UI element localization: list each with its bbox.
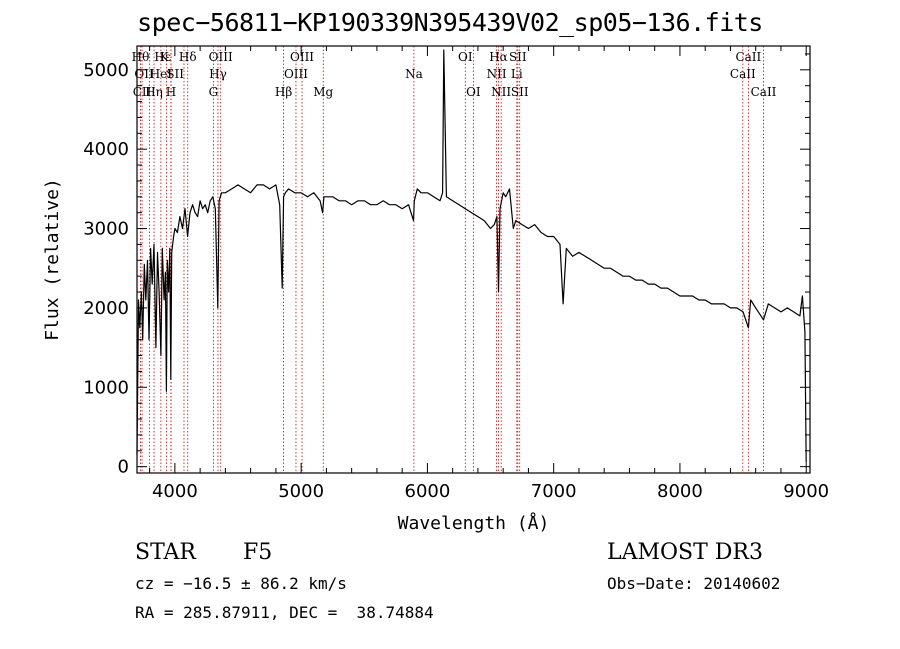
object-class: STAR [135, 540, 196, 565]
axis-ticks-group: 4000 5000 6000 7000 8000 9000 0 1000 2000 3000 400… [83, 46, 829, 502]
marker-label-12: H [166, 85, 176, 99]
marker-label-14: OIII [284, 67, 308, 81]
plot-frame [136, 45, 811, 474]
marker-label-16: Mg [313, 85, 333, 99]
chart-title: spec−56811−KP190339N395439V02_sp05−136.f… [137, 8, 763, 37]
marker-label-2: K [160, 50, 170, 64]
marker-label-22: NII [487, 67, 507, 81]
marker-label-25: SII [511, 85, 529, 99]
marker-label-24: NII [491, 85, 511, 99]
x-tick-label-7000: 7000 [531, 481, 577, 502]
marker-label-3: Hδ [179, 50, 197, 64]
marker-label-21: SII [509, 50, 527, 64]
x-axis-label: Wavelength (Å) [398, 512, 550, 534]
marker-label-4: OII [134, 67, 154, 81]
redshift-velocity: cz = −16.5 ± 86.2 km/s [135, 574, 347, 593]
y-tick-label-1000: 1000 [83, 377, 129, 398]
marker-label-8: Hγ [209, 67, 227, 81]
y-tick-label-5000: 5000 [83, 60, 129, 81]
flux-series-line [136, 49, 807, 463]
y-tick-label-4000: 4000 [83, 139, 129, 160]
observation-date: Obs−Date: 20140602 [607, 574, 781, 593]
survey-name: LAMOST DR3 [607, 540, 763, 565]
y-tick-label-3000: 3000 [83, 219, 129, 240]
marker-label-11: Hη [145, 85, 163, 99]
x-tick-label-6000: 6000 [405, 481, 451, 502]
marker-label-5: HeI [150, 67, 173, 81]
marker-label-6: SII [166, 67, 184, 81]
marker-label-7: OIII [209, 50, 233, 64]
ra-dec-coordinates: RA = 285.87911, DEC = 38.74884 [135, 603, 434, 622]
marker-label-20: Hα [489, 50, 508, 64]
marker-label-26: CaII [735, 50, 761, 64]
x-tick-label-5000: 5000 [278, 481, 324, 502]
marker-label-28: CaII [751, 85, 777, 99]
x-tick-label-4000: 4000 [152, 481, 198, 502]
marker-label-19: OI [466, 85, 481, 99]
marker-label-17: Na [405, 67, 423, 81]
marker-label-15: Hβ [275, 85, 292, 99]
y-axis-label: Flux (relative) [42, 178, 63, 341]
y-tick-label-0: 0 [118, 457, 129, 478]
marker-label-18: OI [458, 50, 473, 64]
object-subclass: F5 [243, 540, 273, 565]
x-tick-label-9000: 9000 [783, 481, 829, 502]
marker-label-13: OIII [290, 50, 314, 64]
y-tick-label-2000: 2000 [83, 298, 129, 319]
marker-label-27: CaII [730, 67, 756, 81]
x-tick-label-8000: 8000 [657, 481, 703, 502]
marker-label-23: Li [511, 67, 523, 81]
marker-label-9: G [209, 85, 219, 99]
